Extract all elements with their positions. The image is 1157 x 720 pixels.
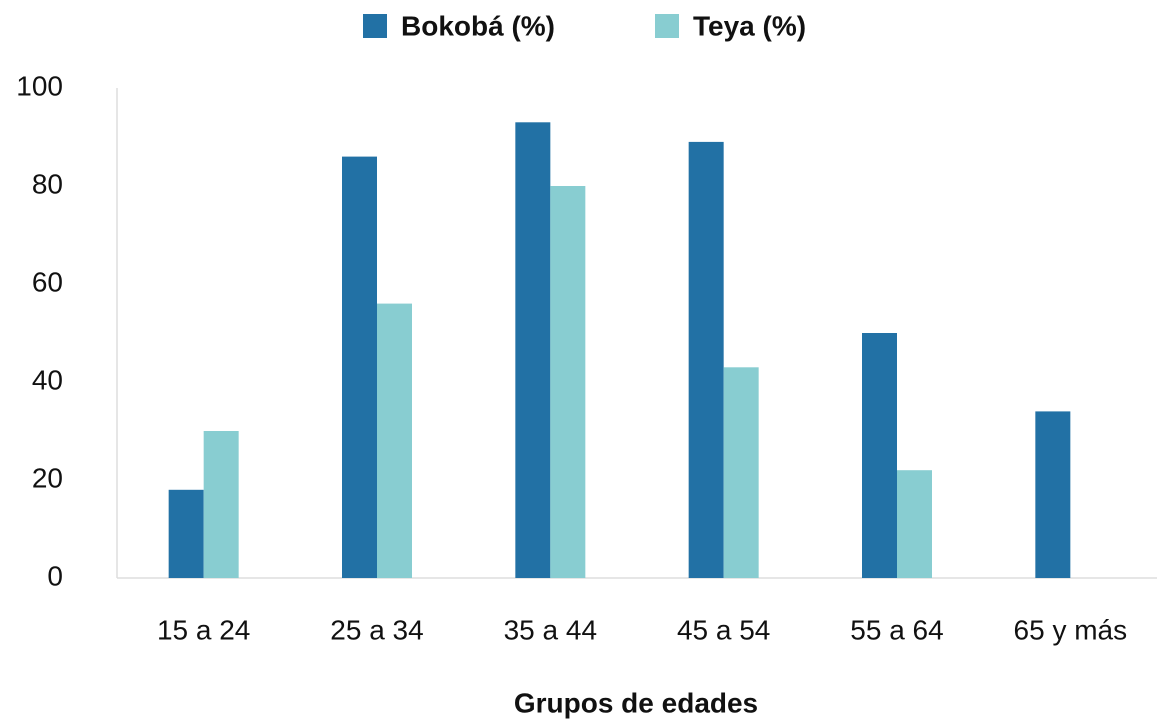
y-tick-label: 100 <box>16 70 63 101</box>
x-tick-label: 15 a 24 <box>157 614 250 645</box>
x-tick-label: 55 a 64 <box>850 614 943 645</box>
bar <box>203 431 239 578</box>
bar <box>723 367 759 578</box>
x-tick-label: 65 y más <box>1014 614 1128 645</box>
legend-swatch <box>655 14 679 38</box>
x-tick-label: 35 a 44 <box>504 614 597 645</box>
bar <box>688 141 724 578</box>
bar <box>550 186 586 578</box>
bar <box>515 122 551 579</box>
y-tick-label: 0 <box>47 560 63 591</box>
legend-swatch <box>363 14 387 38</box>
legend-label: Teya (%) <box>693 10 806 41</box>
x-tick-label: 25 a 34 <box>330 614 423 645</box>
x-axis-title: Grupos de edades <box>514 687 758 718</box>
legend-label: Bokobá (%) <box>401 10 555 41</box>
bar <box>168 489 204 578</box>
bar <box>377 303 412 578</box>
bar <box>1035 411 1071 578</box>
x-tick-label: 45 a 54 <box>677 614 770 645</box>
bar <box>342 156 377 578</box>
y-tick-label: 20 <box>32 462 63 493</box>
bar <box>897 470 932 578</box>
y-tick-label: 80 <box>32 168 63 199</box>
bar <box>862 333 897 578</box>
y-tick-label: 40 <box>32 364 63 395</box>
y-tick-label: 60 <box>32 266 63 297</box>
